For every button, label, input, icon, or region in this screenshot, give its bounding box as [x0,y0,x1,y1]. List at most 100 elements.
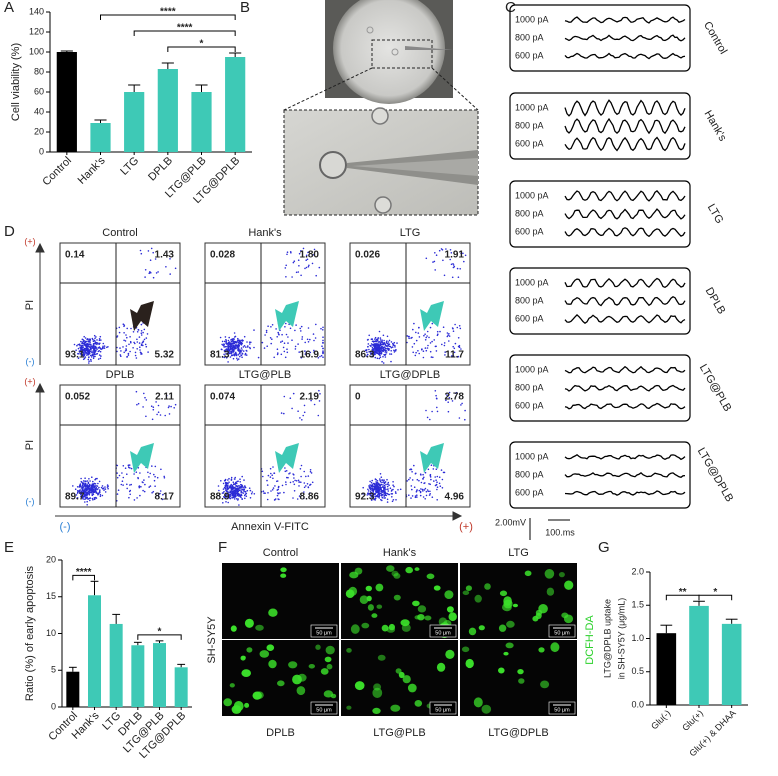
flow-event [417,350,419,352]
flow-event [384,481,386,484]
flow-event [223,486,226,489]
cell [326,663,333,670]
cell [308,664,315,669]
flow-event [240,347,243,349]
flow-event [72,485,74,487]
flow-event [236,487,238,490]
flow-event [370,499,373,501]
flow-event [415,339,418,342]
flow-event [284,326,286,328]
flow-event [133,473,135,475]
flow-arrow [275,443,299,473]
flow-event [83,342,85,344]
flow-event [234,483,236,486]
flow-event [378,483,381,486]
flow-event [292,497,294,499]
trace-box [509,354,691,422]
flow-event [224,484,227,486]
flow-event [104,486,106,488]
flow-event [142,331,144,334]
cell [417,605,427,613]
flow-event [82,351,84,353]
flow-event [88,494,91,496]
flow-event [95,484,97,487]
flow-event [231,343,234,345]
flow-event [374,343,376,345]
flow-event [277,488,280,491]
flow-event [271,338,273,341]
flow-event [154,475,156,478]
flow-event [436,486,439,489]
flow-event [384,487,386,489]
flow-event [227,492,229,494]
flow-event [441,487,444,489]
cell [558,572,565,578]
flow-event [411,346,414,348]
flow-event [374,488,377,490]
flow-event [389,487,392,490]
trace [564,16,686,24]
flow-event [144,483,146,486]
flow-event [126,336,128,339]
flow-event [229,486,232,489]
cell [325,645,335,655]
flow-axes [35,242,463,521]
flow-event [142,406,144,408]
flow-event [244,491,247,493]
flow-event [389,345,392,348]
cell [280,567,287,573]
flow-event [96,348,98,351]
bar [721,623,742,705]
flow-event [80,491,82,494]
flow-event [370,338,373,341]
flow-event [431,340,433,343]
flow-event [88,362,90,364]
flow-event [298,265,300,267]
flow-event [232,496,235,499]
flow-event [231,347,234,350]
flow-event [130,327,132,330]
current-label: 600 pA [515,313,544,323]
flow-event [244,486,247,489]
flow-event [129,340,132,343]
flow-event [167,406,170,409]
flow-event [390,346,393,349]
flow-event [285,481,287,483]
flow-event [90,491,93,493]
flow-event [313,351,315,353]
flow-event [442,259,444,262]
current-label: 800 pA [515,32,544,42]
flow-event [223,356,226,359]
y-tick-label: 10 [46,628,56,638]
flow-event [302,247,305,250]
quadrant-value: 2.78 [445,392,465,403]
cell-line: SH-SY5Y [206,616,218,664]
flow-event [380,490,383,492]
flow-event [303,470,306,473]
pi-minus: (-) [26,356,35,366]
flow-event [228,342,230,345]
flow-event [136,403,138,406]
flow-event [388,484,390,487]
flow-event [307,327,310,329]
flow-event [136,338,138,341]
flow-event [91,337,94,340]
flow-event [123,339,125,342]
flow-event [298,351,301,353]
y-tick-label: 80 [34,66,44,76]
flow-event [367,492,369,495]
flow-event [234,347,236,350]
flow-event [386,485,389,488]
flow-event [162,493,164,496]
flow-event [117,489,120,492]
flow-event [230,478,233,481]
flow-title: LTG [400,227,421,239]
flow-event [236,357,238,360]
flow-event [429,326,432,329]
flow-event [231,495,233,497]
cell [268,608,278,617]
flow-event [244,493,247,496]
flow-event [378,344,381,347]
flow-event [435,479,437,482]
trace-group: LTG [705,202,726,226]
